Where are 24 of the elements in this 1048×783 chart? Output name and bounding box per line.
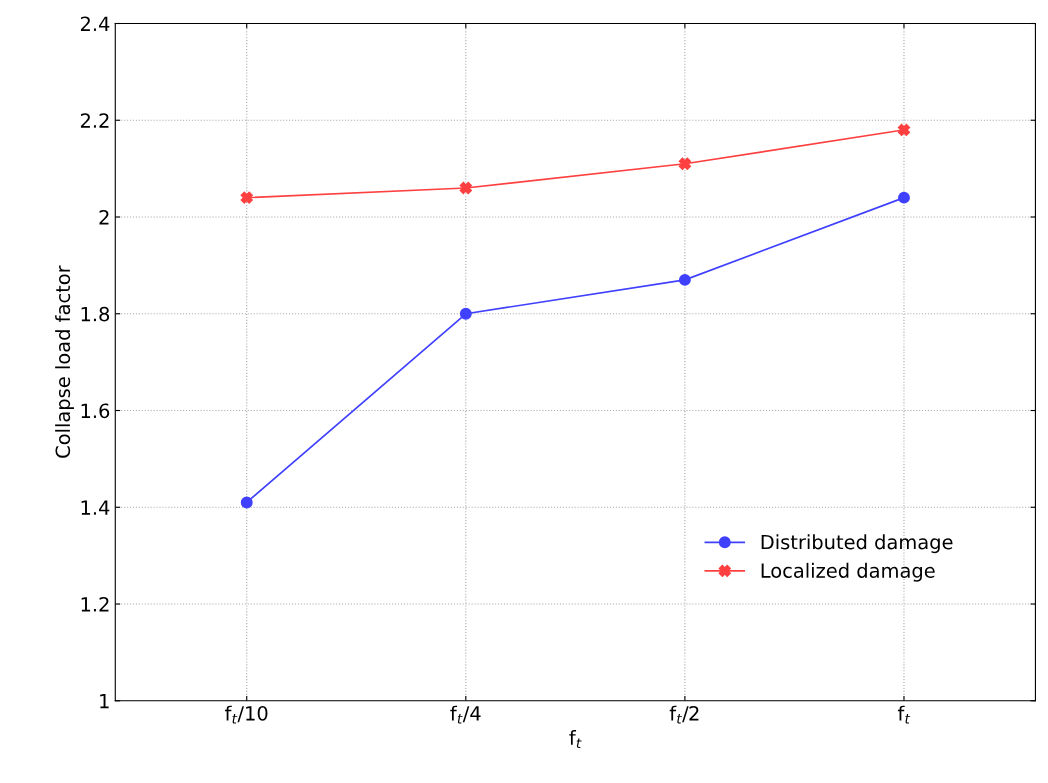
point (898, 123, 910, 136)
legend-label: Localized damage (761, 562, 935, 582)
point (459, 182, 472, 194)
x-axis-title: f$_{t}$ (569, 730, 582, 748)
y-tick-label: 2.4 (80, 16, 110, 31)
legend-label: Distributed damage (761, 534, 953, 554)
y-tick-label: 1.2 (81, 596, 109, 612)
y-tick-label: 2 (99, 209, 109, 225)
y-axis-title: Collapse load factor (55, 265, 74, 458)
x-tick-label: f$_{t}$/4 (450, 705, 481, 724)
point (459, 307, 472, 320)
y-tick-label: 1.8 (81, 306, 110, 322)
point (240, 496, 253, 509)
x-tick-label: f$_{t}$ (897, 705, 911, 724)
x-tick-label: f$_{t}$/2 (669, 705, 699, 724)
y-tick-label: 2.2 (80, 113, 109, 128)
point (678, 273, 691, 286)
y-tick-label: 1 (100, 694, 109, 709)
point (240, 191, 253, 204)
y-tick-label: 1.6 (81, 403, 110, 419)
x-tick-label: f$_{t}$/10 (225, 705, 268, 724)
point (678, 157, 691, 170)
y-tick-label: 1.4 (81, 500, 110, 515)
point (898, 191, 910, 204)
